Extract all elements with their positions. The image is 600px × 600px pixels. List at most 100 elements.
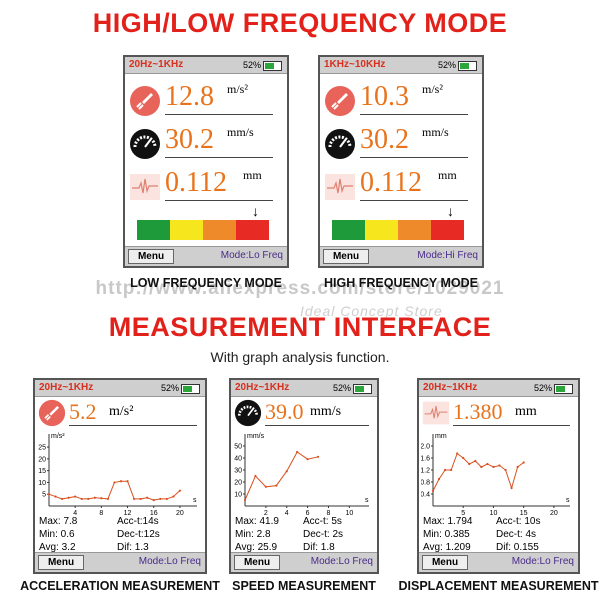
battery-level: 52%	[160, 383, 179, 393]
stat-item: Dec-t: 4s	[496, 529, 537, 540]
data-point	[462, 456, 465, 460]
y-tick-label: 10	[38, 480, 46, 487]
y-tick-label: 20	[234, 480, 242, 487]
device-screen: 20Hz~1KHz 52% Menu Mode:Lo Freq 1.380 mm mm s 0.…	[417, 378, 580, 574]
level-segment	[137, 220, 170, 240]
footer-bar: Menu Mode:Hi Freq	[320, 246, 482, 266]
data-point	[87, 497, 90, 501]
stat-item: Avg: 25.9	[235, 542, 278, 553]
stat-item: Max: 1.794	[423, 516, 473, 527]
data-point	[119, 480, 123, 483]
data-point	[504, 468, 507, 472]
device-screen: 20Hz~1KHz 52% Menu Mode:Lo Freq 5.2 m/s² m/s² s…	[33, 378, 207, 574]
reading-underline	[360, 200, 468, 201]
reading-value: 30.2	[165, 124, 214, 155]
data-point	[100, 497, 103, 500]
menu-button[interactable]: Menu	[422, 555, 468, 570]
battery-icon	[458, 61, 477, 71]
stat-item: Max: 7.8	[39, 516, 78, 527]
level-segment	[431, 220, 464, 240]
data-point	[243, 498, 247, 502]
y-unit: mm	[435, 433, 447, 440]
data-point	[47, 493, 51, 496]
x-tick-label: 15	[520, 510, 528, 516]
mode-indicator: Mode:Lo Freq	[310, 556, 373, 567]
screen-caption: ACCELERATION MEASUREMENT	[20, 579, 220, 593]
menu-button[interactable]: Menu	[128, 249, 174, 264]
battery-icon	[263, 61, 282, 71]
data-point	[522, 461, 525, 464]
mode-indicator: Mode:Hi Freq	[417, 250, 478, 261]
data-line	[244, 451, 319, 501]
data-point	[172, 495, 175, 498]
reading-underline	[453, 425, 570, 426]
footer-bar: Menu Mode:Lo Freq	[35, 552, 205, 572]
level-segment	[236, 220, 269, 240]
y-tick-label: 10	[234, 492, 242, 499]
icon-gauge	[325, 129, 355, 159]
reading-unit: mm/s	[310, 404, 342, 419]
data-point	[510, 486, 513, 490]
stat-item: Dec-t:12s	[117, 529, 160, 540]
x-tick-label: 12	[124, 510, 132, 516]
data-point	[285, 470, 288, 473]
data-point	[165, 497, 168, 501]
menu-button[interactable]: Menu	[234, 555, 280, 570]
battery-level: 52%	[533, 383, 552, 393]
footer-bar: Menu Mode:Lo Freq	[231, 552, 377, 572]
status-bar: 20Hz~1KHz 52%	[419, 380, 578, 397]
y-tick-label: 5	[42, 492, 46, 499]
device-screen: 20Hz~1KHz 52% Menu Mode:Lo Freq 12.8 m/s² 30.2…	[123, 55, 289, 268]
x-tick-label: 5	[461, 510, 465, 516]
section-subtitle: With graph analysis function.	[210, 349, 390, 365]
y-tick-label: 20	[38, 456, 46, 463]
data-point	[486, 462, 489, 466]
data-line	[432, 452, 524, 492]
reading-unit: mm	[515, 404, 537, 419]
icon-rocket	[130, 86, 160, 116]
data-point	[474, 459, 477, 463]
device-screen: 1KHz~10KHz 52% Menu Mode:Hi Freq 10.3 m/s² 30.…	[318, 55, 484, 268]
mode-indicator: Mode:Lo Freq	[220, 250, 283, 261]
stat-item: Max: 41.9	[235, 516, 279, 527]
screen-caption: LOW FREQUENCY MODE	[130, 276, 282, 290]
y-tick-label: 25	[38, 445, 46, 452]
reading-value: 39.0	[265, 399, 304, 424]
mode-indicator: Mode:Lo Freq	[511, 556, 574, 567]
status-bar: 1KHz~10KHz 52%	[320, 57, 482, 74]
x-unit: s	[566, 497, 570, 504]
chart: mm/s s 10 20 30 40 50 2 4 6 8 10	[234, 433, 369, 516]
device-screen: 20Hz~1KHz 52% Menu Mode:Lo Freq 39.0 mm/s mm/s…	[229, 378, 379, 574]
data-point	[316, 455, 320, 458]
reading-underline	[69, 425, 197, 426]
menu-button[interactable]: Menu	[38, 555, 84, 570]
reading-value: 0.112	[360, 167, 422, 198]
data-point	[60, 497, 64, 501]
screen-caption: HIGH FREQUENCY MODE	[324, 276, 478, 290]
y-tick-label: 15	[38, 468, 46, 475]
data-point	[516, 465, 519, 469]
stat-item: Avg: 1.209	[423, 542, 471, 553]
battery-icon	[353, 384, 372, 394]
stat-item: Acc-t: 10s	[496, 516, 541, 527]
y-unit: mm/s	[247, 433, 265, 440]
menu-button[interactable]: Menu	[323, 249, 369, 264]
reading-underline	[360, 114, 468, 115]
mode-indicator: Mode:Lo Freq	[138, 556, 201, 567]
stat-item: Dec-t: 2s	[303, 529, 344, 540]
reading-underline	[265, 425, 369, 426]
y-tick-label: 0.4	[421, 492, 430, 499]
icon-gauge	[130, 129, 160, 159]
reading-unit: m/s²	[422, 82, 443, 96]
reading-unit: m/s²	[227, 82, 248, 96]
data-point	[54, 495, 57, 498]
x-tick-label: 4	[73, 510, 77, 516]
data-point	[275, 484, 278, 487]
y-tick-label: 1.6	[421, 456, 430, 463]
icon-rocket	[38, 399, 66, 427]
x-tick-label: 6	[306, 510, 310, 516]
stat-item: Acc-t:14s	[117, 516, 159, 527]
chart: mm s 0.4 0.8 1.2 1.6 2.0 5 10 15 20	[421, 433, 570, 516]
data-point	[67, 496, 70, 499]
reading-unit: mm/s	[227, 125, 254, 139]
